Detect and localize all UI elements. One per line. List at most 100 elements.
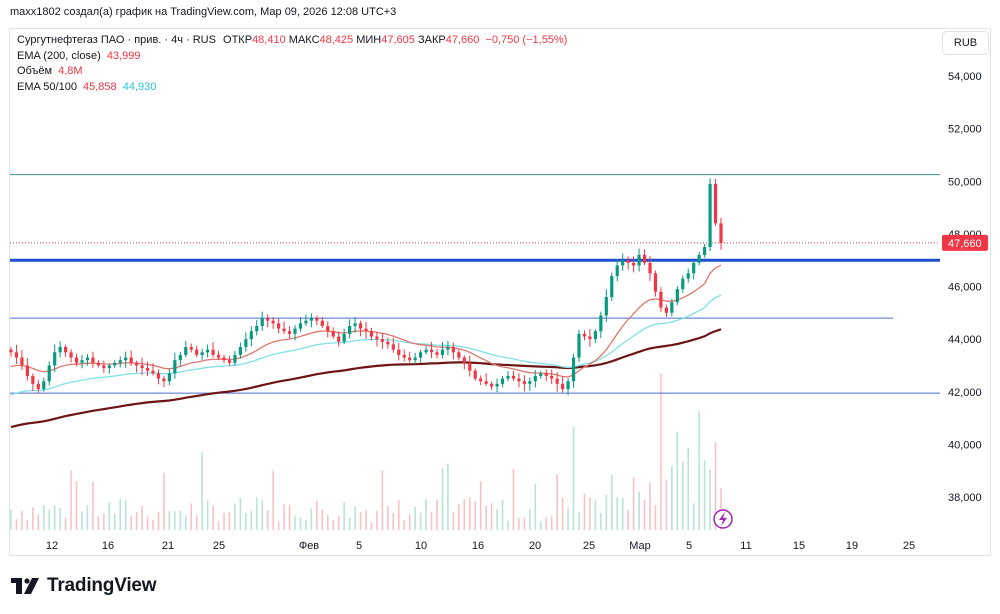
volume-bar [621, 498, 624, 530]
y-tick-label: 50,000 [948, 176, 982, 188]
volume-bar [474, 501, 477, 530]
volume-bar [294, 516, 296, 530]
x-tick-label: 25 [583, 540, 595, 552]
x-tick-label: 16 [102, 540, 114, 552]
volume-bar [365, 510, 367, 530]
candle [369, 331, 374, 337]
candle [610, 275, 614, 298]
candle [298, 323, 303, 329]
candle [348, 325, 352, 334]
legend-volume-row[interactable]: Объём 4,8M [17, 64, 567, 80]
candle [642, 254, 647, 263]
candle [255, 325, 259, 332]
candle [522, 381, 526, 384]
candle [140, 365, 144, 369]
candle [282, 328, 286, 332]
last-price-tag [942, 234, 988, 251]
volume-bar [152, 519, 154, 530]
candle [670, 302, 674, 313]
volume-bar [660, 373, 662, 530]
volume-bar [452, 511, 455, 530]
legend-symbol: Сургутнефтегаз ПАО · прив. · 4ч · RUS [17, 34, 216, 46]
volume-bar [490, 503, 493, 530]
legend-open-value: 48,410 [252, 34, 286, 46]
candle [659, 291, 663, 308]
legend-ema50-100-row[interactable]: EMA 50/100 45,858 44,930 [17, 80, 567, 96]
candle [69, 352, 73, 358]
volume-bar [163, 472, 165, 530]
candle [637, 254, 641, 266]
volume-bar [578, 511, 580, 530]
volume-bar [228, 512, 231, 530]
candle [195, 349, 199, 355]
volume-bar [168, 511, 171, 530]
candle [429, 349, 434, 353]
volume-bar [594, 500, 597, 530]
x-tick-label: 19 [846, 540, 858, 552]
legend-high-label: МАКС [288, 34, 320, 46]
tradingview-brand[interactable]: TradingView [11, 575, 157, 597]
currency-button[interactable]: RUB [942, 31, 989, 55]
volume-bar [561, 497, 564, 530]
volume-bar [496, 509, 498, 530]
volume-bar [501, 499, 504, 530]
volume-bar [206, 500, 209, 530]
volume-bar [649, 482, 651, 530]
volume-bar [447, 463, 449, 530]
legend-ema200-row[interactable]: EMA (200, close) 43,999 [17, 49, 567, 65]
candle [151, 370, 155, 374]
volume-bar [179, 510, 182, 530]
candle [539, 373, 543, 376]
volume-bar [632, 477, 635, 530]
candle [648, 262, 652, 274]
candle [53, 352, 57, 366]
candle [80, 360, 84, 363]
candle [304, 320, 308, 324]
volume-bar [403, 520, 406, 530]
candle [653, 273, 658, 292]
volume-bar [201, 452, 203, 530]
price-chart[interactable]: 38,00040,00042,00044,00046,00048,00050,0… [0, 0, 1000, 560]
candle [189, 347, 193, 350]
volume-bar [387, 506, 389, 530]
candle [435, 352, 439, 355]
candle [129, 357, 133, 363]
candle [178, 354, 182, 361]
candle [211, 349, 215, 355]
volume-bar [654, 505, 657, 530]
volume-bar [288, 505, 291, 530]
volume-bar [157, 511, 160, 530]
volume-bar [436, 499, 438, 530]
candle [533, 375, 537, 382]
volume-bar [468, 497, 471, 530]
candle [184, 347, 188, 355]
legend-low-label: МИН [356, 34, 382, 46]
candle [320, 320, 324, 326]
volume-bar [479, 481, 482, 530]
candle [577, 333, 581, 358]
volume-bar [113, 513, 116, 530]
volume-bar [610, 475, 613, 530]
volume-bar [354, 506, 356, 530]
candle [561, 383, 565, 390]
volume-bar [556, 474, 558, 530]
candle [47, 365, 51, 382]
legend-change: −0,750 (−1,55%) [485, 34, 568, 46]
candle [424, 349, 428, 353]
volume-bar [195, 515, 198, 530]
volume-bar [75, 481, 78, 530]
candle [173, 360, 177, 374]
candle [402, 354, 406, 358]
x-tick-label: 16 [472, 540, 484, 552]
x-tick-label: 12 [46, 540, 58, 552]
candle [571, 357, 576, 382]
volume-bar [37, 514, 40, 530]
candle [446, 347, 450, 350]
candle [686, 273, 690, 279]
volume-bar [81, 511, 83, 530]
candle [451, 347, 455, 353]
x-tick-label: 11 [740, 540, 751, 552]
volume-bar [321, 509, 324, 530]
lightning-icon[interactable] [713, 509, 733, 529]
volume-bar [266, 510, 269, 530]
